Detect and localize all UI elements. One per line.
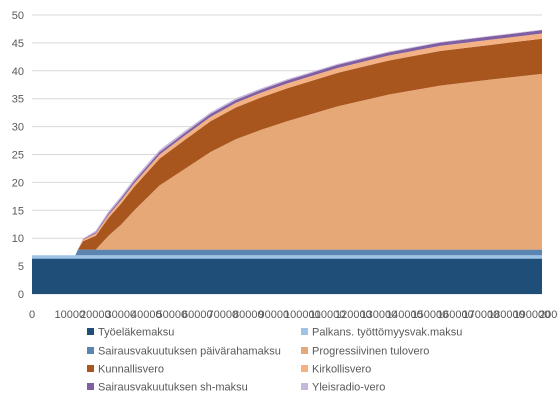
legend-swatch-0 — [87, 328, 94, 335]
area-series-1 — [32, 255, 542, 259]
y-tick-label-0: 0 — [18, 289, 24, 301]
y-tick-label-7: 35 — [12, 94, 24, 106]
legend-swatch-4 — [87, 365, 94, 372]
y-tick-label-3: 15 — [12, 205, 24, 217]
x-tick-label-12: 120000 — [335, 309, 372, 321]
legend-label-2: Sairausvakuutuksen päivärahamaksu — [98, 346, 281, 358]
legend-label-5: Kirkollisvero — [312, 364, 371, 376]
legend-label-4: Kunnallisvero — [98, 364, 164, 376]
x-tick-label-14: 140000 — [386, 309, 423, 321]
y-tick-label-10: 50 — [12, 10, 24, 22]
legend-swatch-7 — [301, 383, 308, 390]
y-tick-label-5: 25 — [12, 150, 24, 162]
x-axis-ticks: 0 100002000030000400005000060000700008000… — [29, 309, 558, 321]
x-tick-label-2: 20000 — [80, 309, 111, 321]
legend-swatch-3 — [301, 347, 308, 354]
legend-swatch-1 — [301, 328, 308, 335]
legend-swatch-5 — [301, 365, 308, 372]
x-tick-label-3: 30000 — [106, 309, 137, 321]
area-series-2 — [32, 249, 542, 256]
y-tick-label-9: 45 — [12, 38, 24, 50]
y-tick-label-6: 30 — [12, 122, 24, 134]
x-tick-label-7: 70000 — [208, 309, 239, 321]
x-tick-label-17: 170000 — [463, 309, 500, 321]
area-series-0 — [32, 258, 542, 294]
y-tick-label-8: 40 — [12, 66, 24, 78]
x-tick-label-9: 90000 — [259, 309, 290, 321]
x-tick-label-20: 200000 — [539, 309, 558, 321]
legend-label-3: Progressiivinen tulovero — [312, 346, 429, 358]
x-tick-label-8: 80000 — [233, 309, 264, 321]
plot-area — [32, 29, 542, 294]
y-tick-label-1: 5 — [18, 261, 24, 273]
x-tick-label-16: 160000 — [437, 309, 474, 321]
x-tick-label-19: 190000 — [514, 309, 551, 321]
x-tick-label-18: 180000 — [488, 309, 525, 321]
x-tick-label-10: 100000 — [284, 309, 321, 321]
area-series-3 — [32, 73, 542, 256]
legend-swatch-6 — [87, 383, 94, 390]
legend-label-7: Yleisradio-vero — [312, 382, 385, 394]
x-tick-label-1: 10000 — [55, 309, 86, 321]
area-series-4 — [32, 38, 542, 256]
x-tick-label-0: 0 — [29, 309, 35, 321]
x-tick-label-4: 40000 — [131, 309, 162, 321]
y-tick-label-2: 10 — [12, 233, 24, 245]
legend-swatch-2 — [87, 347, 94, 354]
x-tick-label-15: 150000 — [412, 309, 449, 321]
legend-label-1: Palkans. työttömyysvak.maksu — [312, 327, 462, 339]
x-tick-label-13: 130000 — [361, 309, 398, 321]
x-tick-label-11: 110000 — [310, 309, 346, 321]
legend-label-6: Sairausvakuutuksen sh-maksu — [98, 382, 248, 394]
legend: Työeläkemaksu Palkans. työttömyysvak.maks… — [87, 327, 462, 394]
x-tick-label-5: 50000 — [157, 309, 188, 321]
y-axis-ticks: 0 5 10 15 20 25 30 35 40 45 50 — [12, 10, 24, 301]
legend-label-0: Työeläkemaksu — [98, 327, 174, 339]
y-tick-label-4: 20 — [12, 177, 24, 189]
x-tick-label-6: 60000 — [182, 309, 213, 321]
